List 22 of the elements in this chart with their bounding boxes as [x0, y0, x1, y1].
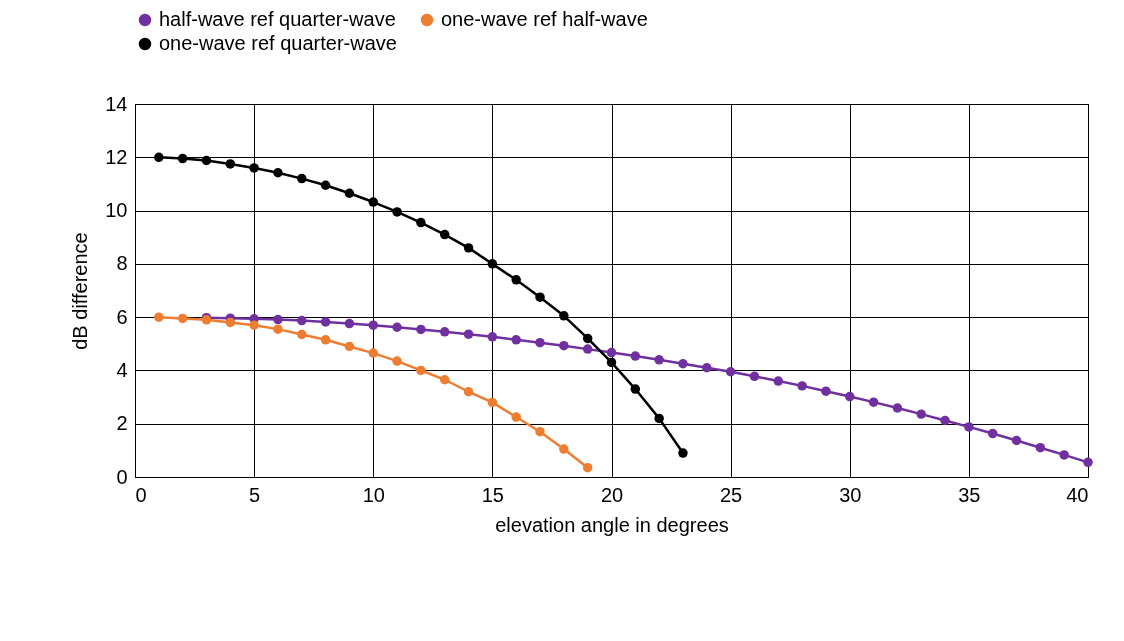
x-tick-label: 25	[720, 483, 743, 506]
x-tick-label: 40	[1066, 483, 1089, 506]
y-tick-label: 8	[116, 252, 128, 275]
y-tick-label: 12	[105, 145, 128, 168]
y-tick-label: 14	[105, 92, 128, 115]
x-tick-label: 15	[481, 483, 504, 506]
x-axis-title: elevation angle in degrees	[495, 513, 729, 536]
x-tick-label: 10	[362, 483, 385, 506]
y-tick-label: 10	[105, 199, 128, 222]
x-tick-label: 0	[135, 483, 147, 506]
x-tick-label: 20	[600, 483, 624, 506]
y-axis-title: dB difference	[69, 232, 92, 350]
legend-label: half-wave ref quarter-wave	[159, 8, 396, 30]
legend-label: one-wave ref half-wave	[441, 8, 648, 30]
x-tick-label: 5	[249, 483, 261, 506]
y-tick-label: 6	[116, 305, 128, 328]
legend-label: one-wave ref quarter-wave	[159, 32, 397, 54]
y-tick-label: 4	[116, 358, 128, 381]
y-tick-label: 0	[116, 465, 128, 488]
x-tick-label: 35	[958, 483, 981, 506]
x-tick-label: 30	[839, 483, 862, 506]
y-tick-label: 2	[116, 412, 128, 435]
